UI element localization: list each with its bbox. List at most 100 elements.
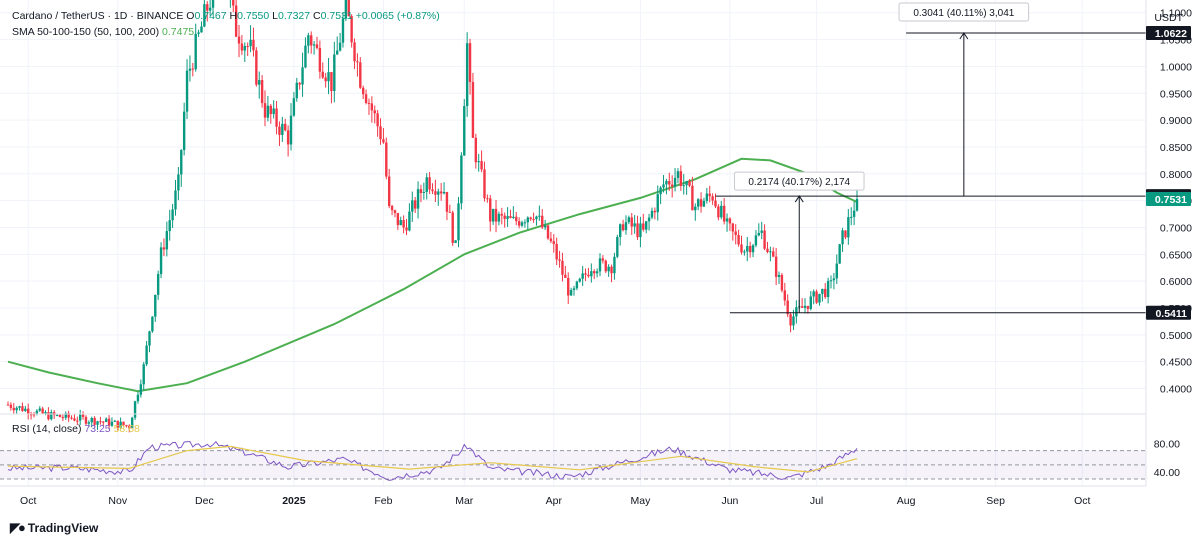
candle-body bbox=[307, 35, 310, 46]
candle-body bbox=[243, 45, 246, 51]
symbol-title[interactable]: Cardano / TetherUS · 1D · BINANCE bbox=[12, 10, 184, 22]
y-tick-label: 1.0000 bbox=[1160, 61, 1192, 73]
x-tick-label: Oct bbox=[1074, 495, 1090, 507]
x-tick-label: 2025 bbox=[282, 495, 306, 507]
candle-body bbox=[682, 185, 685, 187]
candle-body bbox=[312, 44, 316, 46]
x-tick-label: May bbox=[630, 495, 651, 507]
candle-body bbox=[324, 77, 327, 82]
candle-body bbox=[47, 412, 50, 420]
candle-body bbox=[128, 425, 131, 429]
candle-body bbox=[327, 72, 330, 82]
candle-body bbox=[99, 421, 102, 423]
candle-body bbox=[21, 406, 24, 411]
candle-body bbox=[694, 206, 697, 211]
candle-body bbox=[347, 0, 350, 17]
candle-body bbox=[610, 266, 613, 274]
candle-body bbox=[838, 244, 841, 264]
candle-body bbox=[396, 212, 400, 226]
candle-body bbox=[748, 246, 752, 253]
x-tick-label: Nov bbox=[108, 495, 127, 507]
candle-body bbox=[249, 39, 252, 47]
candle-body bbox=[665, 181, 668, 185]
candle-body bbox=[344, 0, 348, 19]
candle-body bbox=[581, 273, 584, 279]
ohlc-low: L0.7327 bbox=[272, 10, 311, 22]
currency-label[interactable]: USDT bbox=[1154, 12, 1183, 24]
candle-body bbox=[70, 417, 73, 419]
rsi-label: RSI (14, close) bbox=[12, 423, 82, 435]
candle-body bbox=[708, 193, 711, 197]
candle-body bbox=[454, 240, 457, 243]
candle-body bbox=[688, 181, 691, 186]
measure1-label: 0.2174 (40.17%) 2,174 bbox=[748, 177, 850, 188]
candle-body bbox=[67, 413, 70, 418]
y-tick-label: 0.4500 bbox=[1160, 357, 1192, 369]
x-tick-label: Mar bbox=[455, 495, 474, 507]
candle-body bbox=[621, 224, 625, 231]
sma-legend[interactable]: SMA 50-100-150 (50, 100, 200) 0.7475 bbox=[12, 26, 194, 38]
candle-body bbox=[702, 200, 706, 207]
candle-body bbox=[376, 113, 379, 127]
candle-body bbox=[607, 266, 610, 272]
candle-body bbox=[61, 417, 65, 419]
candle-body bbox=[717, 206, 720, 218]
candle-body bbox=[87, 422, 91, 424]
candle-body bbox=[711, 196, 714, 201]
candle-body bbox=[6, 404, 10, 406]
candle-body bbox=[720, 205, 723, 218]
candle-body bbox=[520, 222, 524, 226]
candle-body bbox=[359, 62, 362, 88]
target-price-badge: 1.0622 bbox=[1155, 28, 1187, 40]
candle-body bbox=[413, 200, 417, 209]
measure1-arrow-head bbox=[794, 195, 804, 203]
logo-text: TradingView bbox=[27, 521, 99, 535]
candle-body bbox=[555, 243, 558, 260]
measure2-label: 0.3041 (40.11%) 3,041 bbox=[913, 8, 1014, 19]
candle-body bbox=[107, 418, 111, 426]
candle-body bbox=[844, 230, 847, 238]
candle-body bbox=[439, 191, 443, 194]
candle-body bbox=[552, 241, 555, 244]
candle-body bbox=[757, 232, 761, 236]
candle-body bbox=[668, 181, 671, 185]
candle-body bbox=[515, 216, 518, 222]
candle-body bbox=[104, 418, 108, 422]
rsi-legend[interactable]: RSI (14, close) 73.25 58.68 bbox=[12, 423, 140, 435]
candle-body bbox=[789, 314, 792, 326]
candle-body bbox=[835, 263, 838, 279]
candle-body bbox=[676, 171, 680, 178]
candle-body bbox=[252, 39, 255, 51]
candle-body bbox=[9, 404, 13, 408]
candle-body bbox=[385, 142, 388, 177]
candle-body bbox=[465, 43, 469, 107]
candle-body bbox=[281, 123, 284, 135]
tradingview-logo-icon: ◤● bbox=[10, 520, 26, 535]
candle-body bbox=[35, 410, 39, 415]
candle-body bbox=[595, 271, 599, 274]
candle-body bbox=[333, 54, 336, 92]
candle-body bbox=[119, 421, 122, 428]
candle-body bbox=[800, 306, 804, 308]
candle-body bbox=[136, 394, 140, 402]
candle-body bbox=[185, 70, 189, 112]
support-price-badge: 0.5411 bbox=[1155, 308, 1187, 320]
y-tick-label: 0.8500 bbox=[1160, 142, 1192, 154]
candle-body bbox=[731, 223, 735, 232]
candle-body bbox=[387, 176, 391, 206]
tradingview-logo[interactable]: ◤● TradingView bbox=[10, 520, 98, 536]
candle-body bbox=[746, 246, 749, 252]
candle-body bbox=[361, 87, 365, 95]
candle-body bbox=[705, 193, 709, 201]
candle-body bbox=[263, 103, 267, 118]
candle-body bbox=[154, 294, 157, 317]
candle-body bbox=[639, 223, 642, 238]
candle-body bbox=[538, 215, 541, 217]
candle-body bbox=[364, 94, 368, 103]
candle-body bbox=[829, 280, 833, 282]
candle-body bbox=[180, 150, 183, 175]
candle-body bbox=[405, 227, 408, 231]
candle-body bbox=[367, 102, 371, 104]
x-tick-label: Jul bbox=[810, 495, 823, 507]
